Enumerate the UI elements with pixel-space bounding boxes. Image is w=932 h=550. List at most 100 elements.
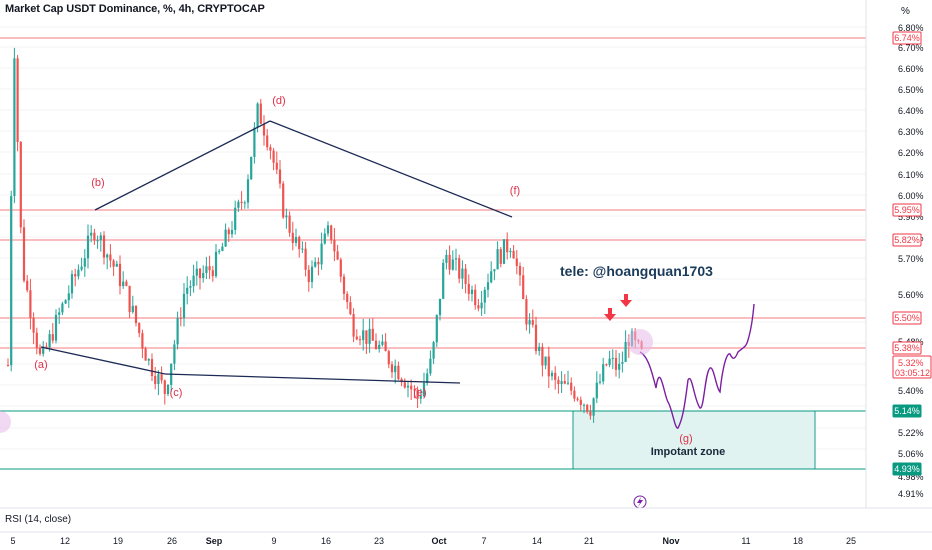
candle-body bbox=[474, 289, 477, 306]
time-axis[interactable]: 5 12 19 26 Sep 9 16 23 Oct 7 14 21 Nov 11 18 25 bbox=[0, 507, 932, 546]
candle-body bbox=[518, 265, 522, 276]
price-tick-label: 5.60% bbox=[898, 290, 924, 300]
candle-body bbox=[522, 275, 525, 300]
candle bbox=[262, 115, 266, 146]
candle bbox=[368, 318, 371, 353]
candle-body bbox=[131, 305, 134, 312]
candle bbox=[531, 309, 534, 328]
price-level-tag: 5.38% bbox=[892, 341, 922, 355]
candle bbox=[208, 255, 211, 279]
candle-body bbox=[45, 346, 48, 348]
candle-body bbox=[250, 156, 253, 180]
time-tick-label: 14 bbox=[532, 536, 542, 546]
candle bbox=[237, 199, 240, 212]
candle-body bbox=[342, 276, 346, 294]
candle-body bbox=[586, 404, 589, 412]
candle-body bbox=[70, 274, 74, 294]
chart-title: Market Cap USDT Dominance, %, 4h, CRYPTO… bbox=[5, 3, 265, 15]
candle bbox=[586, 403, 589, 414]
candle bbox=[509, 247, 512, 258]
candle-body bbox=[458, 258, 461, 279]
time-tick-label: 16 bbox=[321, 536, 331, 546]
candle bbox=[291, 221, 294, 251]
last-price-bg bbox=[892, 355, 932, 379]
candle bbox=[141, 329, 144, 359]
candle-body bbox=[374, 340, 378, 350]
candle-body bbox=[330, 225, 333, 240]
candle bbox=[506, 232, 509, 260]
lower-left-trendline bbox=[40, 346, 166, 375]
candle-body bbox=[19, 141, 22, 228]
candle-body bbox=[221, 246, 224, 251]
candle-body bbox=[394, 365, 397, 373]
candle-body bbox=[64, 300, 67, 304]
price-tag-text: 4.93% bbox=[894, 464, 920, 474]
price-level-tag: 5.82% bbox=[892, 233, 922, 247]
candle-body bbox=[13, 58, 16, 197]
candle bbox=[362, 318, 365, 351]
rsi-indicator-label[interactable]: RSI (14, close) bbox=[5, 514, 72, 525]
price-tick-label: 6.60% bbox=[898, 64, 924, 74]
candle bbox=[406, 382, 410, 398]
telegram-label: tele: @hoangquan1703 bbox=[560, 263, 713, 279]
wave-label-g: (g) bbox=[679, 433, 692, 445]
candle-body bbox=[198, 268, 202, 278]
candle bbox=[435, 314, 438, 347]
candle bbox=[611, 349, 614, 370]
candle-body bbox=[534, 324, 538, 352]
candle bbox=[13, 47, 16, 204]
time-tick-label: 21 bbox=[584, 536, 594, 546]
candle-body bbox=[413, 389, 416, 391]
candle-body bbox=[470, 289, 474, 294]
candle bbox=[371, 317, 374, 341]
candle bbox=[483, 286, 486, 314]
candle bbox=[282, 181, 285, 219]
candle bbox=[202, 265, 205, 283]
candle-body bbox=[378, 344, 381, 350]
candle-body bbox=[365, 330, 368, 344]
candle bbox=[240, 191, 243, 210]
candle-body bbox=[211, 270, 214, 277]
candle-body bbox=[48, 334, 51, 348]
candle bbox=[429, 350, 432, 376]
candle bbox=[96, 235, 99, 249]
candle bbox=[32, 312, 35, 345]
candle-body bbox=[240, 201, 243, 204]
candle-body bbox=[80, 266, 83, 270]
candle bbox=[541, 343, 544, 377]
highlight-circle-left bbox=[0, 411, 11, 433]
candle-body bbox=[166, 384, 170, 394]
price-axis[interactable]: 6.80% 6.70% 6.60% 6.50% 6.40% 6.30% 6.20% 6.10%… bbox=[865, 0, 932, 508]
candle-body bbox=[83, 258, 86, 267]
candle bbox=[230, 221, 234, 238]
candle bbox=[614, 350, 618, 377]
candle bbox=[93, 228, 96, 245]
candle-body bbox=[214, 251, 218, 277]
time-tick-label: 12 bbox=[60, 536, 70, 546]
candle bbox=[310, 260, 314, 289]
candle bbox=[192, 264, 195, 293]
price-tag-bg bbox=[892, 233, 922, 247]
time-tick-label: 11 bbox=[741, 536, 750, 546]
price-tag-text: 5.14% bbox=[894, 406, 920, 416]
candle bbox=[186, 276, 189, 305]
candle-body bbox=[144, 348, 147, 361]
candle-body bbox=[525, 299, 528, 325]
candle-body bbox=[266, 135, 269, 148]
candle-body bbox=[563, 381, 566, 384]
candlesticks bbox=[6, 47, 643, 423]
candle bbox=[374, 333, 378, 350]
candle bbox=[608, 350, 611, 368]
candle bbox=[432, 340, 435, 365]
last-price-value: 5.32% bbox=[898, 358, 924, 368]
candle-body bbox=[493, 269, 496, 272]
chart-grid bbox=[0, 26, 866, 450]
candle bbox=[515, 250, 518, 275]
candle-body bbox=[442, 262, 445, 299]
candle-body bbox=[234, 207, 237, 230]
candle bbox=[528, 313, 531, 334]
candle bbox=[522, 266, 525, 300]
candle-body bbox=[362, 330, 365, 341]
candle-body bbox=[58, 312, 61, 315]
